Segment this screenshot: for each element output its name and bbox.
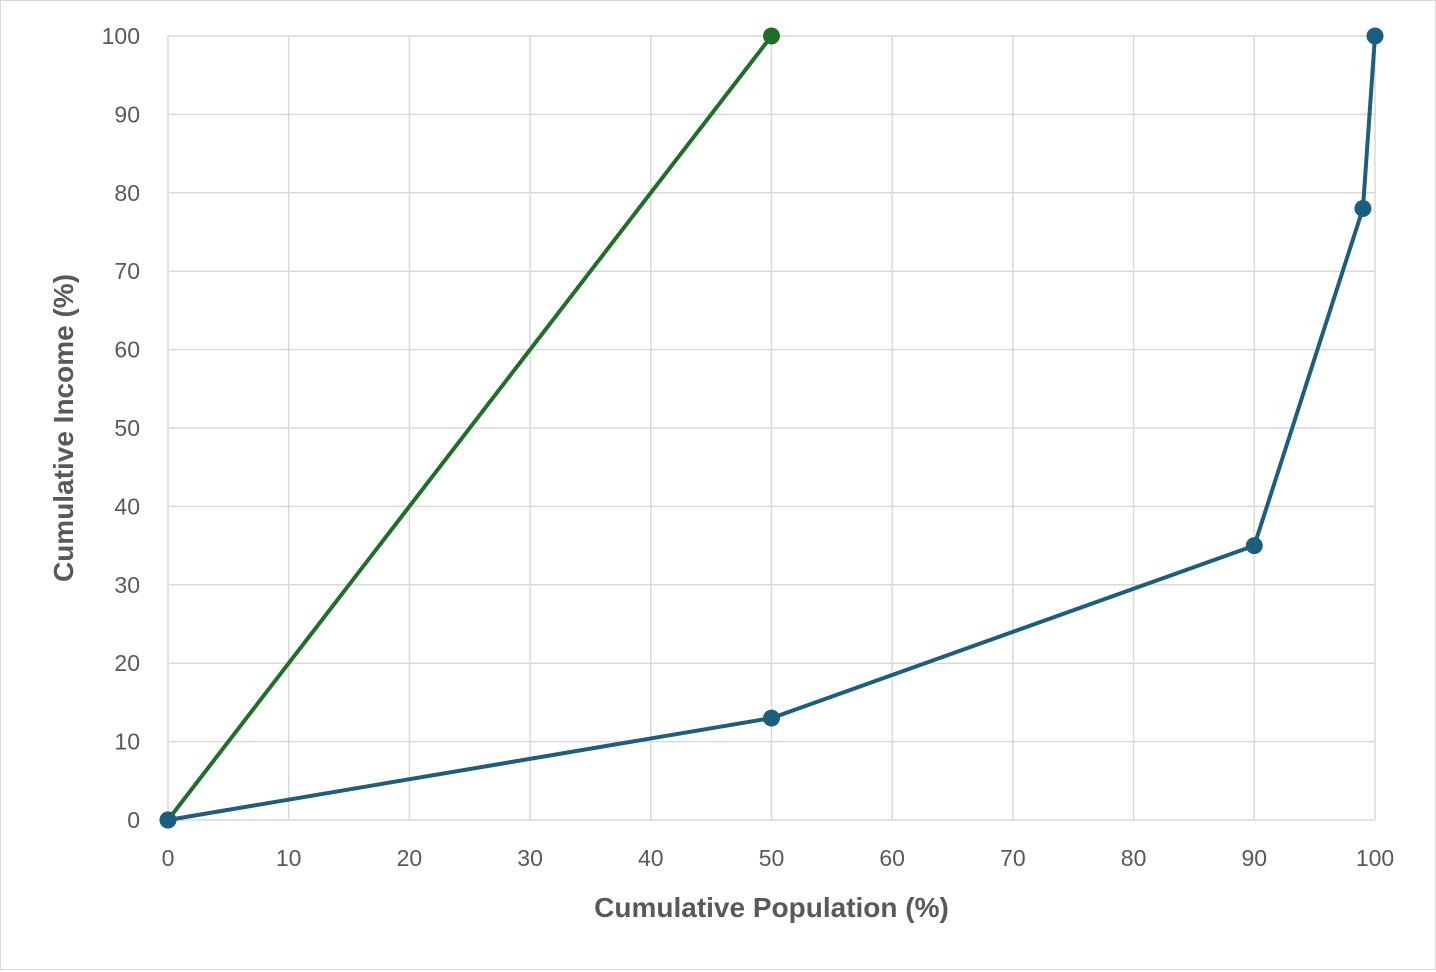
series-1-line <box>166 34 774 822</box>
y-tick-label-20: 20 <box>114 650 140 676</box>
x-axis-title: Cumulative Population (%) <box>594 892 949 923</box>
x-tick-label-30: 30 <box>517 845 543 871</box>
grid-layer <box>167 35 1376 821</box>
series-2-point-3 <box>1245 537 1263 555</box>
y-tick-label-40: 40 <box>114 493 140 519</box>
y-tick-label-0: 0 <box>127 807 140 833</box>
y-tick-label-90: 90 <box>114 101 140 127</box>
x-tick-label-0: 0 <box>162 845 175 871</box>
x-tick-label-100: 100 <box>1356 845 1394 871</box>
y-tick-label-80: 80 <box>114 180 140 206</box>
series-layer <box>159 27 1384 829</box>
x-tick-label-90: 90 <box>1242 845 1268 871</box>
x-tick-label-80: 80 <box>1121 845 1147 871</box>
y-tick-label-30: 30 <box>114 572 140 598</box>
x-tick-label-40: 40 <box>638 845 664 871</box>
x-tick-label-20: 20 <box>397 845 423 871</box>
x-tick-label-10: 10 <box>276 845 302 871</box>
series-2-point-1 <box>159 811 177 829</box>
y-tick-label-10: 10 <box>114 729 140 755</box>
x-tick-label-50: 50 <box>759 845 785 871</box>
series-1-point-2 <box>763 27 780 45</box>
tick-labels: 0 10 20 30 40 50 60 70 80 90 100 0 10 20 30 40 50 60 70 80 9… <box>102 23 1395 871</box>
x-tick-label-60: 60 <box>879 845 905 871</box>
x-tick-label-70: 70 <box>1000 845 1026 871</box>
series-2-point-5 <box>1366 27 1384 45</box>
y-tick-label-50: 50 <box>114 415 140 441</box>
y-tick-label-60: 60 <box>114 337 140 363</box>
y-tick-label-100: 100 <box>102 23 140 49</box>
y-axis-title: Cumulative Income (%) <box>48 274 79 582</box>
series-2-point-4 <box>1354 199 1372 217</box>
series-2-point-2 <box>763 709 780 727</box>
y-tick-label-70: 70 <box>114 258 140 284</box>
